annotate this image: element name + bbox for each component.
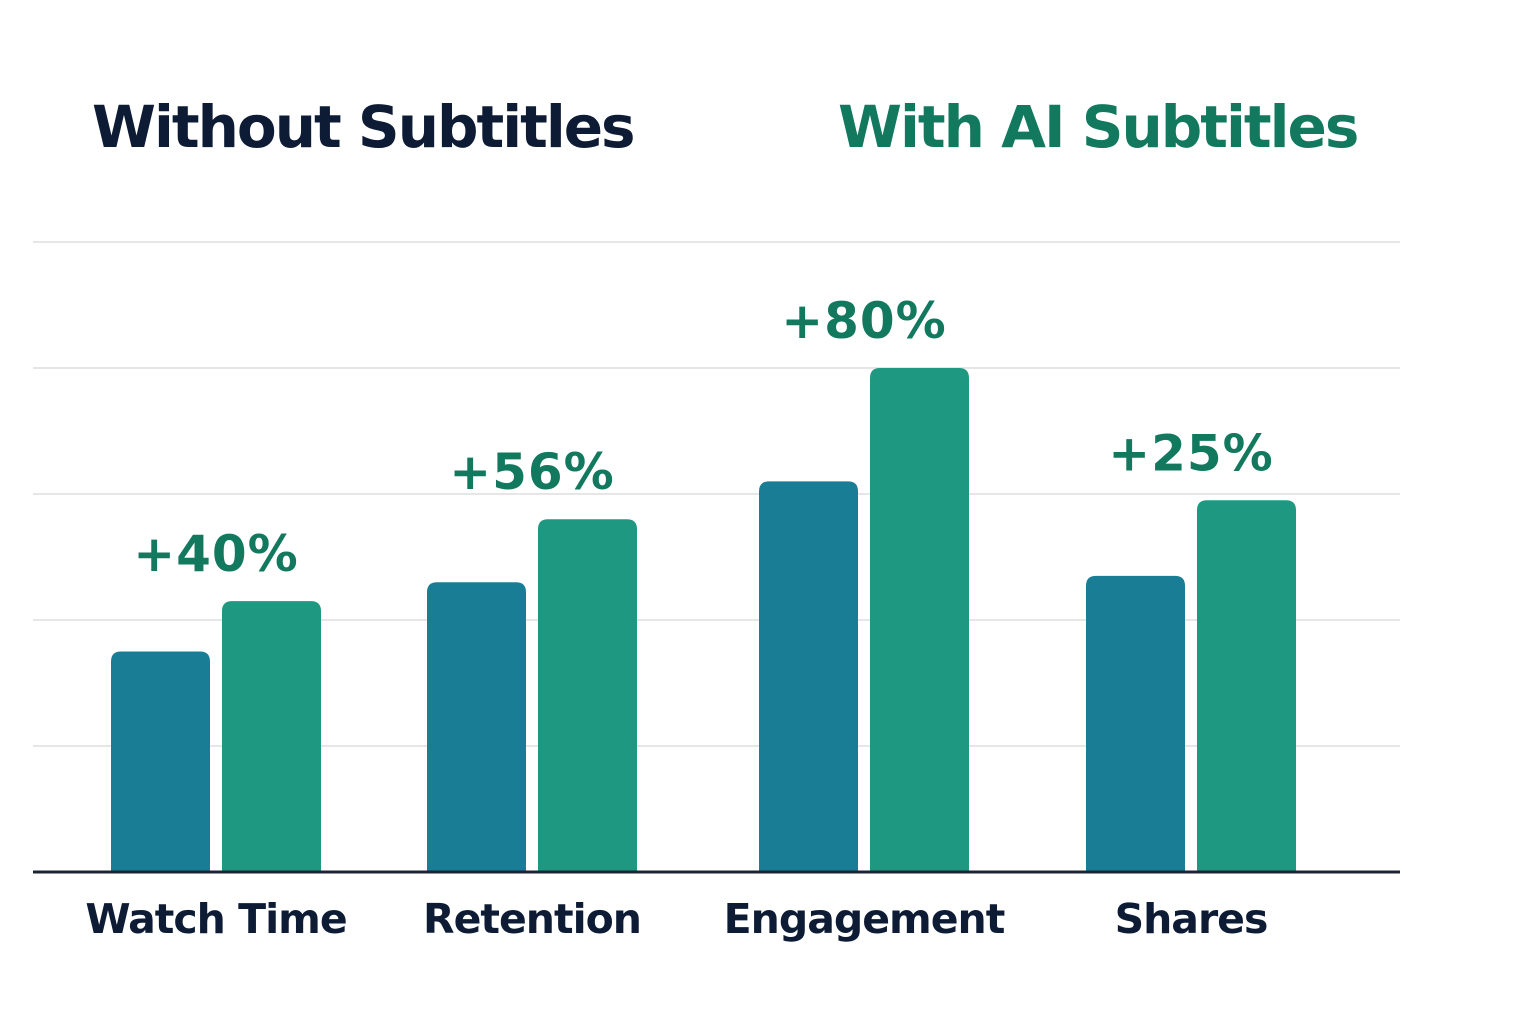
bar-without-shares [1086, 575, 1185, 872]
category-labels: Watch Time Retention Engagement Shares [85, 895, 1268, 943]
bar-with-shares [1197, 500, 1296, 872]
legend-with-ai-subtitles: With AI Subtitles [838, 93, 1359, 161]
delta-annotation: +80% [781, 292, 947, 350]
delta-annotation: +40% [133, 525, 299, 583]
bar-with-watch-time [222, 601, 321, 872]
category-label: Engagement [724, 895, 1005, 943]
legend-without-subtitles: Without Subtitles [92, 93, 636, 161]
bars [111, 368, 1296, 872]
category-label: Watch Time [85, 895, 346, 943]
bar-with-engagement [870, 368, 969, 872]
bar-with-retention [538, 519, 637, 872]
delta-annotation: +25% [1108, 424, 1274, 482]
category-label: Shares [1115, 895, 1268, 943]
bar-without-watch-time [111, 651, 210, 872]
delta-annotations: +40% +56% +80% +25% [133, 292, 1274, 583]
category-label: Retention [423, 895, 641, 943]
bar-without-engagement [759, 481, 858, 872]
bar-without-retention [427, 582, 526, 872]
delta-annotation: +56% [449, 443, 615, 501]
